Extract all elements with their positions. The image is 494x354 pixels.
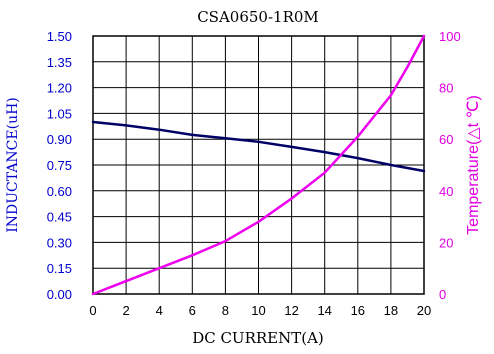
grid: [92, 35, 425, 295]
left-y-tick-label: 0.15: [47, 261, 72, 276]
x-tick-label: 16: [351, 303, 365, 318]
x-tick-label: 0: [89, 303, 96, 318]
right-y-axis-label: Temperature(△t ℃): [465, 95, 482, 235]
x-tick-label: 6: [189, 303, 196, 318]
right-y-tick-label: 100: [439, 29, 461, 44]
left-y-tick-label: 0.30: [47, 235, 72, 250]
left-y-tick-label: 0.45: [47, 210, 72, 225]
x-tick-label: 12: [284, 303, 298, 318]
x-tick-label: 20: [417, 303, 431, 318]
x-tick-label: 10: [251, 303, 265, 318]
x-tick-label: 8: [222, 303, 229, 318]
x-tick-label: 2: [122, 303, 129, 318]
left-y-tick-label: 1.35: [47, 55, 72, 70]
left-y-tick-labels: 0.00 0.15 0.30 0.45 0.60 0.75 0.90 1.05 1.20 1.35…: [47, 29, 72, 302]
x-tick-label: 14: [317, 303, 331, 318]
left-y-tick-label: 1.50: [47, 29, 72, 44]
x-tick-label: 4: [156, 303, 163, 318]
left-y-tick-label: 0.00: [47, 287, 72, 302]
left-y-tick-label: 0.60: [47, 184, 72, 199]
right-y-tick-label: 80: [439, 81, 453, 96]
inductance-line: [91, 120, 426, 173]
left-y-tick-label: 0.75: [47, 158, 72, 173]
left-y-tick-label: 0.90: [47, 132, 72, 147]
plot-frame: [92, 35, 425, 295]
right-y-tick-label: 60: [439, 132, 453, 147]
temperature-line: [91, 34, 426, 296]
left-y-tick-label: 1.20: [47, 81, 72, 96]
x-axis-label: DC CURRENT(A): [192, 329, 324, 347]
right-y-tick-label: 40: [439, 184, 453, 199]
x-tick-labels: 0 2 4 6 8 10 12 14 16 18 20: [89, 303, 431, 318]
series-lines: [91, 34, 426, 296]
left-y-tick-label: 1.05: [47, 106, 72, 121]
chart-title: CSA0650-1R0M: [197, 8, 319, 26]
right-y-tick-labels: 0 20 40 60 80 100: [439, 29, 461, 302]
right-y-tick-label: 0: [439, 287, 446, 302]
right-y-tick-label: 20: [439, 235, 453, 250]
left-y-axis-label: INDUCTANCE(uH): [5, 97, 21, 233]
x-tick-label: 18: [384, 303, 398, 318]
